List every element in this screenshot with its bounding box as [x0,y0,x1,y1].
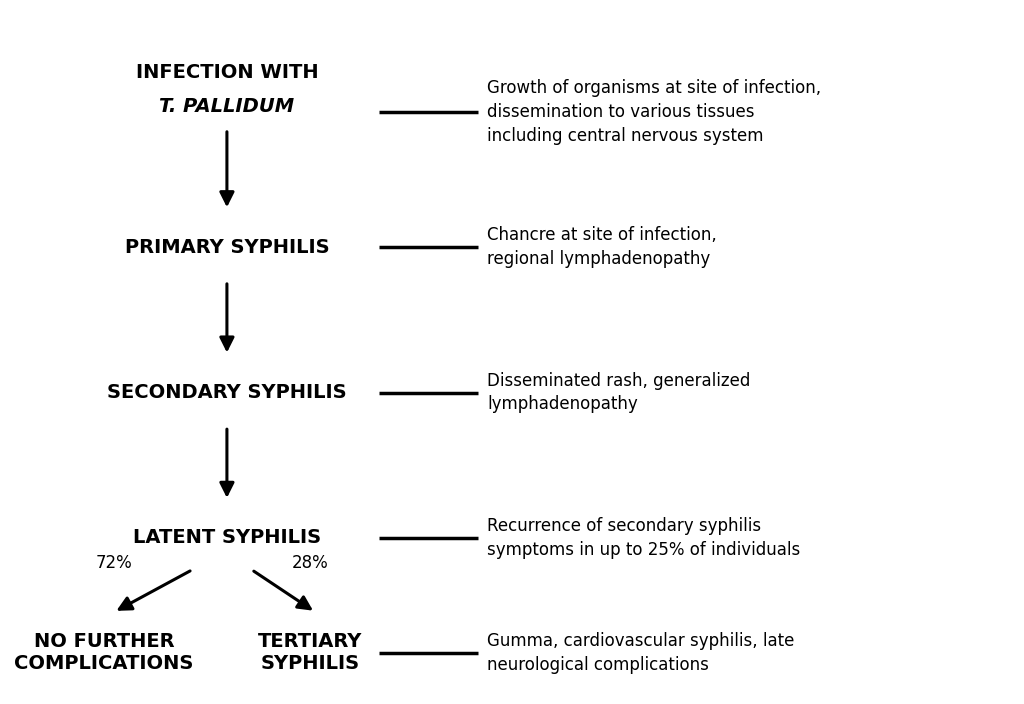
Text: TERTIARY
SYPHILIS: TERTIARY SYPHILIS [258,632,362,673]
Text: SECONDARY SYPHILIS: SECONDARY SYPHILIS [108,383,347,402]
Text: LATENT SYPHILIS: LATENT SYPHILIS [133,529,321,547]
Text: 72%: 72% [95,554,132,572]
Text: Chancre at site of infection,
regional lymphadenopathy: Chancre at site of infection, regional l… [487,227,717,268]
Text: INFECTION WITH: INFECTION WITH [135,63,318,82]
Text: PRIMARY SYPHILIS: PRIMARY SYPHILIS [125,238,330,257]
Text: 28%: 28% [292,554,329,572]
Text: Disseminated rash, generalized
lymphadenopathy: Disseminated rash, generalized lymphaden… [487,372,751,413]
Text: NO FURTHER
COMPLICATIONS: NO FURTHER COMPLICATIONS [14,632,194,673]
Text: Growth of organisms at site of infection,
dissemination to various tissues
inclu: Growth of organisms at site of infection… [487,80,821,145]
Text: Recurrence of secondary syphilis
symptoms in up to 25% of individuals: Recurrence of secondary syphilis symptom… [487,517,801,559]
Text: T. PALLIDUM: T. PALLIDUM [160,97,295,116]
Text: Gumma, cardiovascular syphilis, late
neurological complications: Gumma, cardiovascular syphilis, late neu… [487,632,795,674]
